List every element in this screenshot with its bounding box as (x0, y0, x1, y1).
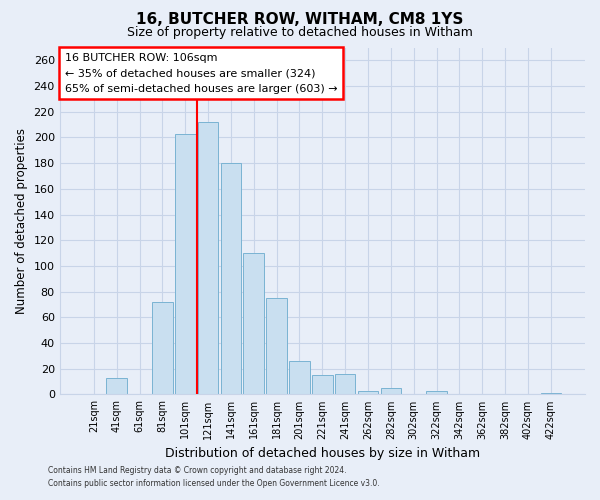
Bar (289, 361, 310, 394)
Bar (244, 253, 264, 394)
Text: Size of property relative to detached houses in Witham: Size of property relative to detached ho… (127, 26, 473, 39)
Bar (152, 302, 173, 394)
Bar (541, 393, 561, 394)
Y-axis label: Number of detached properties: Number of detached properties (15, 128, 28, 314)
Bar (335, 374, 355, 394)
Bar (175, 134, 196, 394)
Bar (427, 390, 447, 394)
Bar (221, 163, 241, 394)
Text: 16 BUTCHER ROW: 106sqm
← 35% of detached houses are smaller (324)
65% of semi-de: 16 BUTCHER ROW: 106sqm ← 35% of detached… (65, 52, 338, 94)
Bar (106, 378, 127, 394)
Bar (266, 298, 287, 394)
Text: Contains HM Land Registry data © Crown copyright and database right 2024.
Contai: Contains HM Land Registry data © Crown c… (48, 466, 380, 487)
Text: 16, BUTCHER ROW, WITHAM, CM8 1YS: 16, BUTCHER ROW, WITHAM, CM8 1YS (136, 12, 464, 28)
Bar (380, 388, 401, 394)
Bar (312, 375, 332, 394)
Bar (358, 390, 379, 394)
X-axis label: Distribution of detached houses by size in Witham: Distribution of detached houses by size … (165, 447, 480, 460)
Bar (198, 122, 218, 394)
